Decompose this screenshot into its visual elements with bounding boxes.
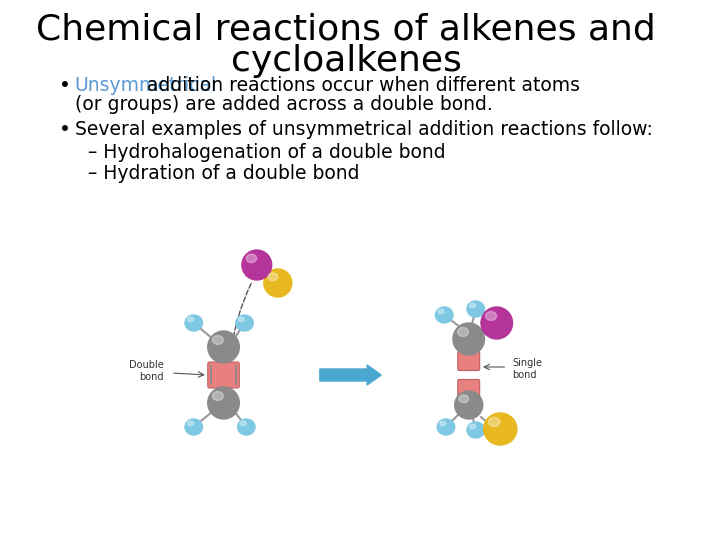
Ellipse shape [268, 273, 278, 281]
Text: Several examples of unsymmetrical addition reactions follow:: Several examples of unsymmetrical additi… [75, 120, 652, 139]
Ellipse shape [488, 417, 500, 427]
Text: •: • [59, 120, 71, 139]
Ellipse shape [485, 312, 497, 320]
Text: •: • [59, 76, 71, 95]
Ellipse shape [212, 335, 223, 345]
Ellipse shape [246, 254, 256, 262]
Ellipse shape [459, 395, 469, 403]
Ellipse shape [264, 269, 292, 297]
Ellipse shape [481, 307, 513, 339]
Text: Single
bond: Single bond [513, 358, 542, 380]
FancyArrow shape [320, 365, 381, 385]
Ellipse shape [185, 315, 202, 331]
Ellipse shape [437, 419, 455, 435]
Ellipse shape [457, 327, 469, 336]
Ellipse shape [455, 391, 482, 419]
Text: cycloalkenes: cycloalkenes [230, 44, 462, 78]
Ellipse shape [440, 421, 446, 426]
Text: addition reactions occur when different atoms: addition reactions occur when different … [141, 76, 580, 95]
Text: – Hydrohalogenation of a double bond: – Hydrohalogenation of a double bond [88, 143, 446, 162]
Ellipse shape [208, 331, 239, 363]
Ellipse shape [438, 309, 444, 314]
Ellipse shape [185, 419, 202, 435]
Ellipse shape [453, 323, 485, 355]
Text: Unsymmetrical: Unsymmetrical [75, 76, 217, 95]
Text: Double
bond: Double bond [129, 360, 164, 382]
Ellipse shape [187, 421, 194, 426]
Ellipse shape [212, 392, 223, 401]
Ellipse shape [208, 387, 239, 419]
FancyBboxPatch shape [208, 362, 239, 388]
Ellipse shape [238, 419, 255, 435]
Ellipse shape [238, 317, 245, 322]
FancyBboxPatch shape [458, 352, 480, 370]
Text: Chemical reactions of alkenes and: Chemical reactions of alkenes and [36, 12, 656, 46]
Ellipse shape [242, 250, 271, 280]
Ellipse shape [235, 315, 253, 331]
Ellipse shape [467, 301, 485, 317]
Ellipse shape [187, 317, 194, 322]
Ellipse shape [467, 422, 485, 438]
Ellipse shape [436, 307, 453, 323]
Ellipse shape [240, 421, 246, 426]
Ellipse shape [484, 413, 517, 445]
FancyBboxPatch shape [458, 380, 480, 399]
Text: (or groups) are added across a double bond.: (or groups) are added across a double bo… [75, 95, 492, 114]
Ellipse shape [469, 424, 476, 429]
Text: – Hydration of a double bond: – Hydration of a double bond [88, 164, 359, 183]
Ellipse shape [469, 303, 476, 308]
